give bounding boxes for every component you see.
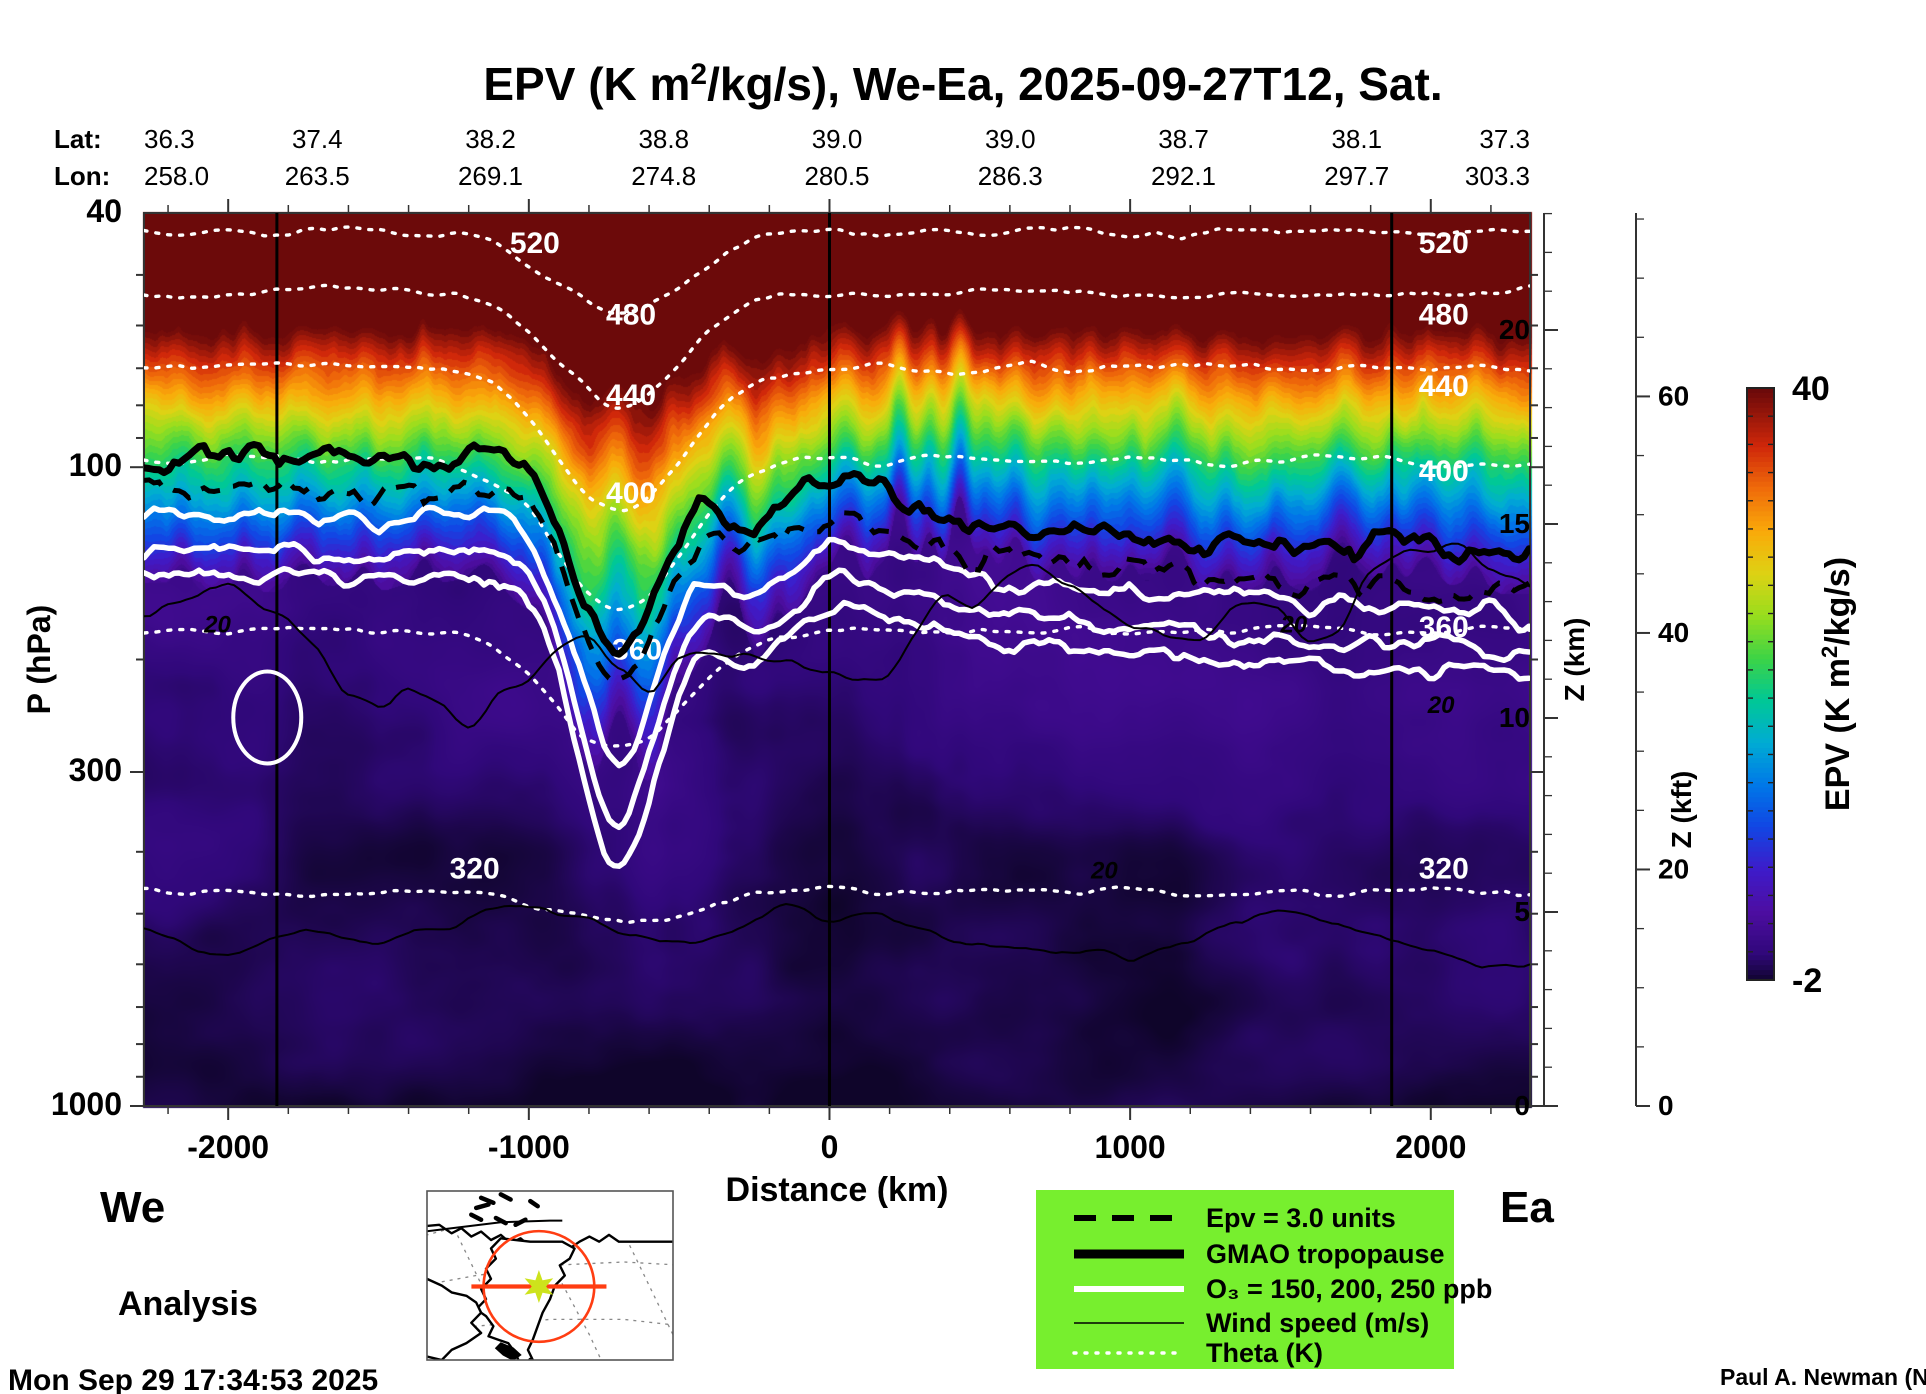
svg-text:100: 100 xyxy=(69,447,122,483)
svg-text:15: 15 xyxy=(1499,508,1530,539)
svg-text:2000: 2000 xyxy=(1395,1129,1466,1165)
svg-text:286.3: 286.3 xyxy=(978,161,1043,191)
svg-text:320: 320 xyxy=(1419,852,1469,885)
svg-text:440: 440 xyxy=(606,379,656,412)
svg-text:0: 0 xyxy=(1658,1090,1674,1121)
svg-text:O₃ = 150, 200, 250 ppb: O₃ = 150, 200, 250 ppb xyxy=(1206,1274,1492,1304)
svg-text:20: 20 xyxy=(1658,853,1689,884)
svg-text:10: 10 xyxy=(1499,702,1530,733)
svg-text:40: 40 xyxy=(86,193,122,229)
svg-text:Lon:: Lon: xyxy=(54,161,110,191)
svg-text:258.0: 258.0 xyxy=(144,161,209,191)
svg-text:40: 40 xyxy=(1792,370,1830,408)
svg-text:20: 20 xyxy=(1279,612,1307,639)
svg-text:-2000: -2000 xyxy=(187,1129,269,1165)
svg-text:EPV (K m2/kg/s), We-Ea, 2025-0: EPV (K m2/kg/s), We-Ea, 2025-09-27T12, S… xyxy=(483,58,1442,111)
svg-text:Paul A. Newman (NASA/GSFC): Paul A. Newman (NASA/GSFC) xyxy=(1720,1364,1926,1390)
svg-text:-2: -2 xyxy=(1792,962,1822,1000)
svg-text:40: 40 xyxy=(1658,617,1689,648)
svg-text:20: 20 xyxy=(203,612,231,639)
svg-text:EPV (K m2/kg/s): EPV (K m2/kg/s) xyxy=(1817,557,1858,811)
svg-text:38.8: 38.8 xyxy=(638,124,689,154)
svg-text:-1000: -1000 xyxy=(488,1129,570,1165)
svg-text:303.3: 303.3 xyxy=(1465,161,1530,191)
svg-text:P (hPa): P (hPa) xyxy=(21,605,57,715)
svg-text:Analysis: Analysis xyxy=(118,1285,258,1323)
svg-text:480: 480 xyxy=(1419,299,1469,332)
svg-text:440: 440 xyxy=(1419,370,1469,403)
svg-text:38.1: 38.1 xyxy=(1331,124,1382,154)
svg-text:37.3: 37.3 xyxy=(1479,124,1530,154)
svg-text:320: 320 xyxy=(450,852,500,885)
svg-text:1000: 1000 xyxy=(1095,1129,1166,1165)
svg-text:37.4: 37.4 xyxy=(292,124,343,154)
svg-text:Wind speed (m/s): Wind speed (m/s) xyxy=(1206,1308,1429,1338)
svg-text:520: 520 xyxy=(1419,227,1469,260)
svg-text:Epv = 3.0 units: Epv = 3.0 units xyxy=(1206,1203,1396,1233)
svg-text:5: 5 xyxy=(1514,896,1530,927)
svg-text:We: We xyxy=(100,1183,165,1232)
svg-text:Lat:: Lat: xyxy=(54,124,102,154)
svg-text:20: 20 xyxy=(1499,314,1530,345)
svg-text:400: 400 xyxy=(606,477,656,510)
svg-text:Z (km): Z (km) xyxy=(1559,618,1590,702)
svg-text:Mon Sep 29 17:34:53 2025: Mon Sep 29 17:34:53 2025 xyxy=(8,1364,378,1394)
svg-text:Distance (km): Distance (km) xyxy=(726,1171,949,1209)
svg-text:Theta (K): Theta (K) xyxy=(1206,1338,1323,1368)
svg-text:38.7: 38.7 xyxy=(1158,124,1209,154)
svg-text:60: 60 xyxy=(1658,380,1689,411)
svg-text:269.1: 269.1 xyxy=(458,161,523,191)
svg-text:20: 20 xyxy=(1090,857,1118,884)
svg-text:520: 520 xyxy=(510,227,560,260)
svg-text:263.5: 263.5 xyxy=(285,161,350,191)
svg-text:297.7: 297.7 xyxy=(1324,161,1389,191)
svg-text:20: 20 xyxy=(1427,692,1455,719)
svg-text:38.2: 38.2 xyxy=(465,124,516,154)
svg-text:Ea: Ea xyxy=(1500,1183,1554,1232)
svg-text:39.0: 39.0 xyxy=(985,124,1036,154)
svg-text:GMAO tropopause: GMAO tropopause xyxy=(1206,1239,1445,1269)
svg-text:39.0: 39.0 xyxy=(812,124,863,154)
svg-text:280.5: 280.5 xyxy=(804,161,869,191)
svg-text:0: 0 xyxy=(821,1129,839,1165)
svg-text:0: 0 xyxy=(1514,1090,1530,1121)
svg-text:292.1: 292.1 xyxy=(1151,161,1216,191)
svg-text:274.8: 274.8 xyxy=(631,161,696,191)
svg-text:Z (kft): Z (kft) xyxy=(1666,771,1697,849)
svg-text:480: 480 xyxy=(606,299,656,332)
svg-text:1000: 1000 xyxy=(51,1086,122,1122)
svg-text:36.3: 36.3 xyxy=(144,124,195,154)
svg-text:300: 300 xyxy=(69,752,122,788)
svg-text:400: 400 xyxy=(1419,455,1469,488)
